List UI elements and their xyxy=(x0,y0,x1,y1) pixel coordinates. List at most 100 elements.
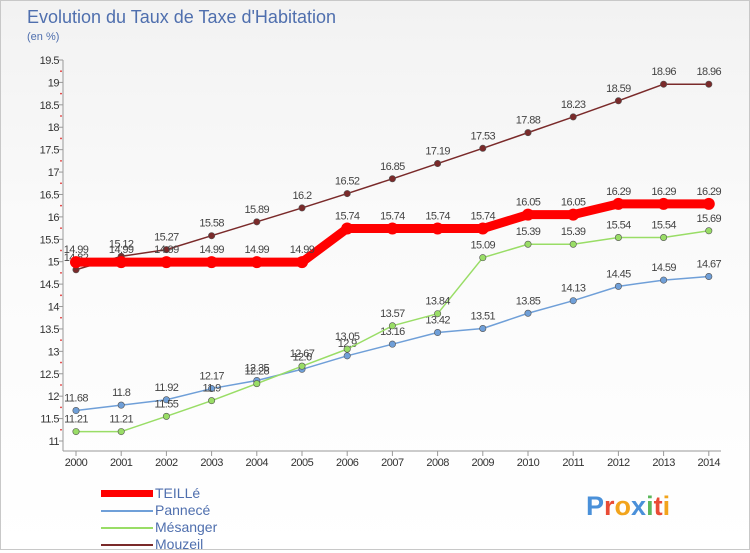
y-minor-tick xyxy=(60,159,62,162)
y-tick-label: 15.5 xyxy=(40,234,60,246)
chart-unit-label: (en %) xyxy=(27,31,60,43)
data-label-teille: 15.74 xyxy=(471,211,496,223)
data-label-mesanger: 15.69 xyxy=(697,213,722,225)
data-point-mesanger xyxy=(434,310,442,318)
legend-swatch xyxy=(101,510,153,512)
data-point-pannece xyxy=(569,297,577,305)
data-point-mesanger xyxy=(253,380,261,388)
data-label-teille: 16.05 xyxy=(561,197,586,209)
y-tick-label: 11.5 xyxy=(40,414,59,426)
data-point-mouzeil xyxy=(388,175,396,183)
data-label-teille: 15.74 xyxy=(335,211,360,223)
logo-letter: i xyxy=(646,491,654,521)
data-label-mouzeil: 18.59 xyxy=(606,83,631,95)
data-point-mesanger xyxy=(117,428,125,436)
data-label-teille: 14.99 xyxy=(290,244,315,256)
x-tick-label: 2007 xyxy=(381,457,404,469)
data-point-teille xyxy=(567,208,580,221)
x-tick-label: 2013 xyxy=(652,457,675,469)
data-point-teille xyxy=(386,222,399,235)
data-label-mesanger: 13.84 xyxy=(425,296,450,308)
data-label-mouzeil: 18.23 xyxy=(561,99,586,111)
data-point-teille xyxy=(431,222,444,235)
logo-letter: t xyxy=(653,491,663,521)
y-minor-tick xyxy=(60,137,62,140)
x-tick-label: 2012 xyxy=(607,457,630,469)
data-point-mesanger xyxy=(162,412,170,420)
legend-swatch xyxy=(101,527,153,529)
data-point-mesanger xyxy=(388,322,396,330)
y-tick-label: 18.5 xyxy=(40,100,60,112)
legend-label: TEILLé xyxy=(155,485,201,501)
y-tick-label: 12.5 xyxy=(40,369,60,381)
data-point-mouzeil xyxy=(253,218,261,226)
data-label-pannece: 14.59 xyxy=(651,262,676,274)
legend-label: Pannecé xyxy=(155,502,211,518)
y-minor-tick xyxy=(60,316,62,319)
data-label-mesanger: 11.55 xyxy=(155,398,179,410)
data-label-mouzeil: 16.52 xyxy=(335,176,360,188)
data-point-pannece xyxy=(388,340,396,348)
data-point-pannece xyxy=(343,352,351,360)
data-label-pannece: 12.6 xyxy=(292,351,311,363)
y-minor-tick xyxy=(60,204,62,207)
x-tick-label: 2014 xyxy=(698,457,721,469)
data-label-mouzeil: 15.89 xyxy=(245,204,270,216)
data-label-pannece: 12.35 xyxy=(245,362,270,374)
data-label-mesanger: 15.54 xyxy=(606,220,631,232)
data-label-mesanger: 13.05 xyxy=(335,331,360,343)
data-label-mesanger: 13.57 xyxy=(380,308,405,320)
y-minor-tick xyxy=(60,70,62,73)
data-point-mesanger xyxy=(208,397,216,405)
data-point-mouzeil xyxy=(162,246,170,254)
data-point-teille xyxy=(612,197,625,210)
data-point-mouzeil xyxy=(614,97,622,105)
y-tick-label: 15 xyxy=(48,257,60,269)
data-label-teille: 16.29 xyxy=(697,186,722,198)
data-label-teille: 16.29 xyxy=(651,186,676,198)
data-point-pannece xyxy=(705,272,713,280)
data-point-mouzeil xyxy=(479,144,487,152)
data-label-mesanger: 11.21 xyxy=(64,414,88,426)
data-label-mouzeil: 16.85 xyxy=(380,161,405,173)
x-tick-label: 2005 xyxy=(291,457,314,469)
y-minor-tick xyxy=(60,227,62,229)
data-label-mouzeil: 18.96 xyxy=(651,66,676,78)
data-label-mesanger: 15.39 xyxy=(561,226,586,238)
y-tick-label: 14.5 xyxy=(40,279,60,291)
data-point-mesanger xyxy=(298,362,306,370)
data-label-mesanger: 15.54 xyxy=(651,220,676,232)
y-minor-tick xyxy=(60,384,62,386)
data-point-pannece xyxy=(434,329,442,337)
logo-letter: i xyxy=(662,491,671,521)
y-minor-tick xyxy=(60,361,62,364)
data-label-pannece: 13.51 xyxy=(471,310,496,322)
data-label-pannece: 11.8 xyxy=(112,387,131,399)
logo-letter: o xyxy=(614,491,632,521)
data-point-mouzeil xyxy=(434,160,442,168)
data-point-mesanger xyxy=(343,345,351,353)
data-point-teille xyxy=(160,256,173,269)
y-minor-tick xyxy=(60,294,62,297)
data-point-mouzeil xyxy=(569,113,577,121)
legend-label: Mouzeil xyxy=(155,536,204,552)
data-point-pannece xyxy=(117,401,125,409)
y-tick-label: 16.5 xyxy=(40,189,60,201)
data-point-pannece xyxy=(660,276,668,284)
data-label-mesanger: 15.09 xyxy=(471,240,496,252)
data-label-pannece: 13.42 xyxy=(425,315,450,327)
data-point-teille xyxy=(657,197,670,210)
y-tick-label: 14 xyxy=(48,302,60,314)
data-point-mesanger xyxy=(479,254,487,262)
y-tick-label: 19 xyxy=(48,77,60,89)
data-point-mesanger xyxy=(614,234,622,242)
y-tick-label: 12 xyxy=(48,391,60,403)
y-minor-tick xyxy=(60,406,62,409)
y-tick-label: 17 xyxy=(48,167,60,179)
x-tick-label: 2009 xyxy=(472,457,495,469)
y-minor-tick xyxy=(60,182,62,185)
data-label-mesanger: 12.28 xyxy=(245,366,270,378)
x-tick-label: 2006 xyxy=(336,457,359,469)
